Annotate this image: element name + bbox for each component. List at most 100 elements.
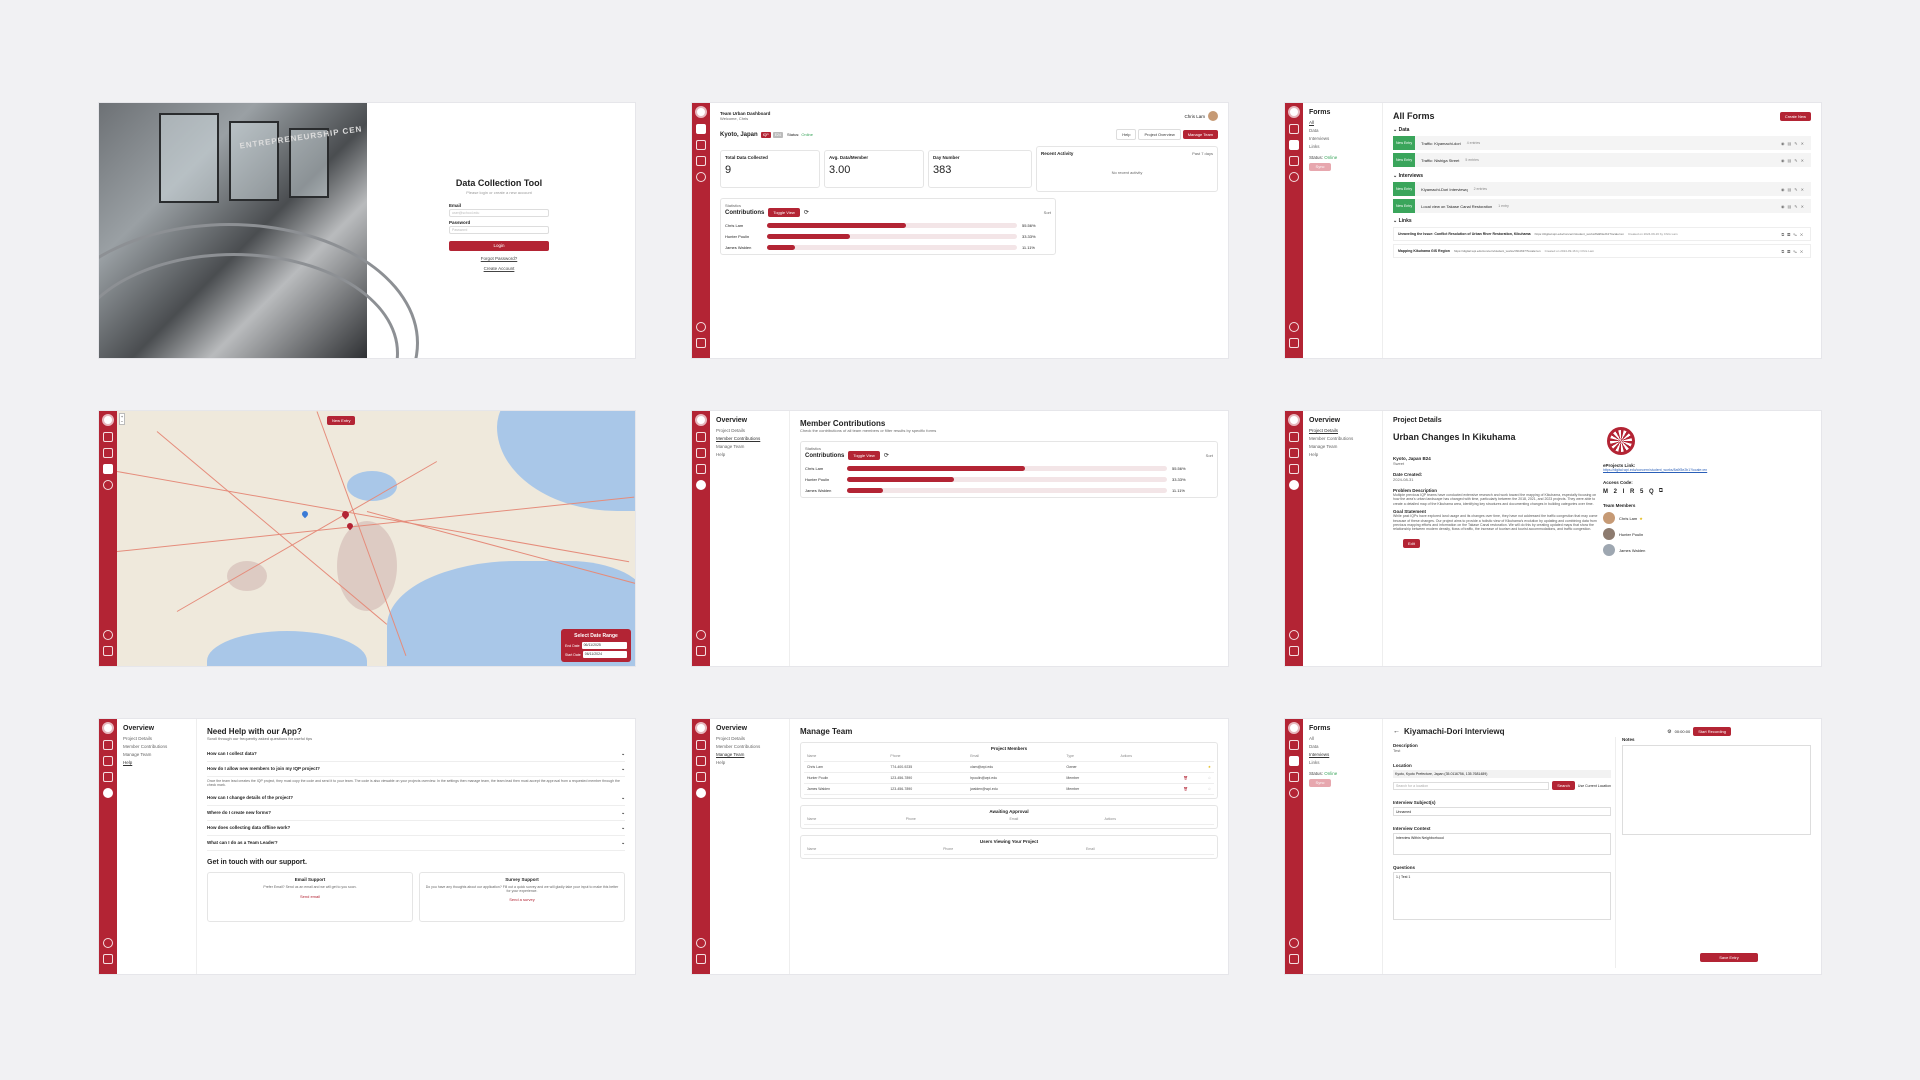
link-row[interactable]: Mapping Kikuhama GIS Region https://digit…	[1393, 244, 1811, 258]
forms-filter-links[interactable]: Links	[1309, 144, 1320, 149]
help-icon[interactable]	[696, 322, 706, 332]
map-icon[interactable]	[696, 772, 706, 782]
help-icon[interactable]	[1289, 630, 1299, 640]
nav-member-contributions[interactable]: Member Contributions	[716, 744, 761, 749]
nav-help[interactable]: Help	[716, 452, 726, 457]
map-icon[interactable]	[696, 464, 706, 474]
nav-manage-team[interactable]: Manage Team	[716, 444, 745, 449]
help-icon[interactable]	[696, 630, 706, 640]
avatar[interactable]	[1208, 111, 1218, 121]
map-icon[interactable]	[103, 464, 113, 474]
home-icon[interactable]	[696, 124, 706, 134]
forms-icon[interactable]	[696, 140, 706, 150]
search-button[interactable]: Search	[1552, 781, 1575, 790]
home-icon[interactable]	[1289, 432, 1299, 442]
form-group-title[interactable]: ⌄ Data	[1393, 127, 1811, 133]
home-icon[interactable]	[103, 740, 113, 750]
row-action-icons[interactable]: ⧉▤✎✕	[1781, 231, 1806, 237]
nav-manage-team[interactable]: Manage Team	[1309, 444, 1338, 449]
settings-icon[interactable]	[696, 788, 706, 798]
start-recording-button[interactable]: Start Recording	[1693, 727, 1731, 736]
logout-icon[interactable]	[696, 954, 706, 964]
new-entry-button[interactable]: New Entry	[1393, 199, 1416, 213]
map-icon[interactable]	[1289, 464, 1299, 474]
faq-question[interactable]: How can I collect data? ⌄	[207, 747, 625, 762]
promote-icon[interactable]: ☆	[1207, 787, 1211, 791]
forms-icon[interactable]	[1289, 448, 1299, 458]
refresh-icon[interactable]: ⟳	[803, 210, 809, 216]
nav-project-details[interactable]: Project Details	[1309, 428, 1339, 433]
eprojects-link[interactable]: https://digital.wpi.edu/concern/student_…	[1603, 468, 1708, 472]
form-row[interactable]: New Entry Traffic: Kiyamachi-dori 4 entrie…	[1393, 136, 1811, 150]
help-icon[interactable]	[1289, 322, 1299, 332]
subjects-input[interactable]: Unnamed	[1393, 807, 1611, 816]
link-row[interactable]: Unraveling the Issue: Conflict Resolutio…	[1393, 227, 1811, 241]
notes-input[interactable]	[1622, 745, 1811, 835]
new-entry-button[interactable]: New Entry	[327, 416, 356, 425]
project-overview-button[interactable]: Project Overview	[1138, 129, 1181, 140]
logout-icon[interactable]	[103, 954, 113, 964]
forms-icon[interactable]	[1289, 756, 1299, 766]
promote-icon[interactable]: ☆	[1207, 776, 1211, 780]
settings-icon[interactable]	[696, 480, 706, 490]
nav-help[interactable]: Help	[123, 760, 133, 765]
nav-manage-team[interactable]: Manage Team	[123, 752, 152, 757]
forms-filter-all[interactable]: All	[1309, 736, 1315, 741]
forms-filter-links[interactable]: Links	[1309, 760, 1320, 765]
end-date-input[interactable]: 06/11/2025	[581, 642, 627, 649]
home-icon[interactable]	[696, 432, 706, 442]
gear-icon[interactable]: ⚙	[1667, 728, 1672, 735]
nav-project-details[interactable]: Project Details	[716, 736, 746, 741]
help-icon[interactable]	[103, 630, 113, 640]
form-row[interactable]: New Entry Local view on Takase Canal Rest…	[1393, 199, 1811, 213]
login-button[interactable]: Login	[449, 241, 549, 251]
new-entry-button[interactable]: New Entry	[1393, 136, 1416, 150]
logout-icon[interactable]	[1289, 338, 1299, 348]
toggle-view-button[interactable]: Toggle View	[768, 208, 800, 217]
link-url[interactable]: https://digital.wpi.edu/concern/student_…	[1534, 232, 1624, 236]
nav-member-contributions[interactable]: Member Contributions	[716, 436, 761, 441]
settings-icon[interactable]	[696, 172, 706, 182]
help-button[interactable]: Help	[1116, 129, 1137, 140]
questions-input[interactable]: 1.) Test 1	[1393, 872, 1611, 920]
row-action-icons[interactable]: ◉▤✎✕	[1781, 157, 1807, 163]
password-field[interactable]: Password	[449, 226, 549, 234]
forms-icon[interactable]	[103, 448, 113, 458]
settings-icon[interactable]	[1289, 788, 1299, 798]
nav-member-contributions[interactable]: Member Contributions	[1309, 436, 1354, 441]
sync-button[interactable]: Sync	[1309, 779, 1331, 787]
logout-icon[interactable]	[1289, 954, 1299, 964]
map-pin-icon[interactable]	[300, 509, 310, 519]
remove-member-icon[interactable]: 🗑	[1183, 787, 1188, 791]
back-arrow-icon[interactable]: ←	[1393, 728, 1400, 735]
faq-question[interactable]: How can I change details of the project?…	[207, 791, 625, 806]
forms-filter-data[interactable]: Data	[1309, 128, 1319, 133]
toggle-view-button[interactable]: Toggle View	[848, 451, 880, 460]
row-action-icons[interactable]: ◉▤✎✕	[1781, 203, 1807, 209]
logout-icon[interactable]	[1289, 646, 1299, 656]
nav-help[interactable]: Help	[716, 760, 726, 765]
home-icon[interactable]	[696, 740, 706, 750]
current-location-button[interactable]: Use Current Location	[1577, 783, 1611, 788]
zoom-controls[interactable]: + −	[119, 413, 125, 425]
refresh-icon[interactable]: ⟳	[883, 453, 889, 459]
send-survey-link[interactable]: Send a survey	[509, 897, 535, 902]
help-icon[interactable]	[696, 938, 706, 948]
faq-question[interactable]: Where do I create new forms? ⌄	[207, 806, 625, 821]
edit-button[interactable]: Edit	[1403, 538, 1420, 548]
row-action-icons[interactable]: ◉▤✎✕	[1781, 186, 1807, 192]
form-row[interactable]: New Entry Kiyamachi-Dori Interviewq 2 entr…	[1393, 182, 1811, 196]
row-action-icons[interactable]: ⧉▤✎✕	[1781, 248, 1806, 254]
home-icon[interactable]	[103, 432, 113, 442]
nav-project-details[interactable]: Project Details	[716, 428, 746, 433]
nav-help[interactable]: Help	[1309, 452, 1319, 457]
start-date-input[interactable]: 06/11/2024	[582, 651, 627, 658]
nav-manage-team[interactable]: Manage Team	[716, 752, 745, 757]
map-icon[interactable]	[1289, 156, 1299, 166]
create-account-link[interactable]: Create Account	[483, 266, 515, 271]
map-canvas[interactable]: + − New Entry	[117, 411, 635, 666]
save-entry-button[interactable]: Save Entry	[1700, 953, 1758, 962]
settings-icon[interactable]	[1289, 480, 1299, 490]
forms-icon[interactable]	[696, 756, 706, 766]
send-email-link[interactable]: Send email	[299, 894, 320, 899]
